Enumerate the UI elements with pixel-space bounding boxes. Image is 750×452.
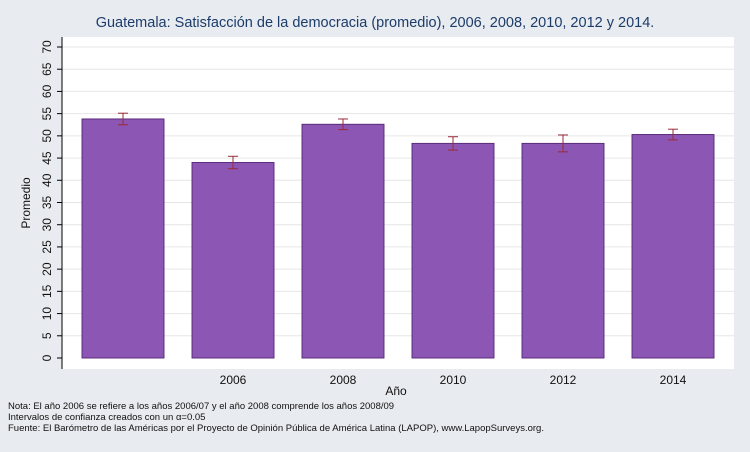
gridlines (62, 46, 734, 337)
x-axis: 2006 2008 2010 2012 2014 (220, 373, 687, 387)
x-tick-label: 2006 (220, 373, 247, 387)
note-text: Nota: El año 2006 se refiere a los años … (8, 401, 395, 412)
x-tick-label: 2014 (660, 373, 687, 387)
x-tick-label: 2008 (330, 373, 357, 387)
y-tick-label: 0 (40, 354, 54, 361)
x-tick-label: 2010 (440, 373, 467, 387)
y-tick-label: 55 (40, 107, 54, 121)
y-tick-label: 35 (40, 196, 54, 210)
bar (411, 142, 495, 359)
x-axis-label: Año (385, 384, 407, 398)
y-tick-label: 15 (40, 284, 54, 298)
confidence-note: Intervalos de confianza creados con un α… (8, 412, 206, 423)
y-tick-label: 20 (40, 262, 54, 276)
bar (301, 123, 385, 359)
bar (521, 142, 605, 359)
bar (631, 134, 715, 359)
y-tick-label: 25 (40, 240, 54, 254)
chart-title: Guatemala: Satisfacción de la democracia… (95, 15, 655, 31)
y-tick-label: 45 (40, 151, 54, 165)
bars (81, 118, 715, 359)
y-axis-label: Promedio (19, 177, 33, 229)
y-tick-label: 30 (40, 218, 54, 232)
y-tick-label: 70 (40, 40, 54, 54)
y-tick-label: 65 (40, 62, 54, 76)
y-tick-label: 60 (40, 84, 54, 98)
x-tick-label: 2012 (550, 373, 577, 387)
bar (81, 118, 165, 359)
error-bars (118, 112, 678, 170)
bar (191, 162, 275, 359)
y-tick-label: 50 (40, 129, 54, 143)
y-axis: 0 5 10 15 20 25 30 35 40 45 50 55 60 65 70 (40, 37, 63, 369)
source-text: Fuente: El Barómetro de las Américas por… (8, 423, 544, 434)
y-tick-label: 10 (40, 307, 54, 321)
y-tick-label: 40 (40, 173, 54, 187)
y-tick-label: 5 (40, 332, 54, 339)
